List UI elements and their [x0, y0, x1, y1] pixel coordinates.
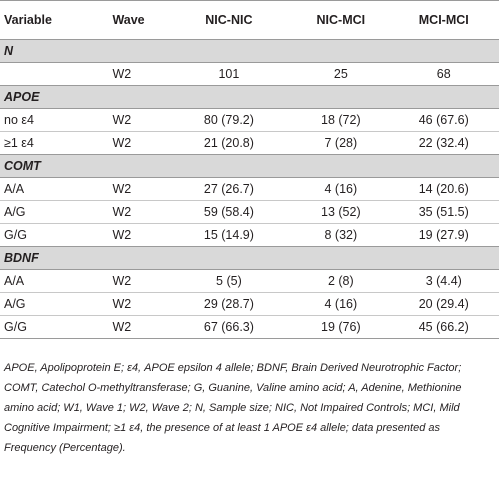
cell-nic-mci: 7 (28) [324, 136, 358, 150]
section-row-bdnf: BDNF [0, 246, 499, 270]
header-nic-mci: NIC-MCI [293, 0, 389, 40]
cell-wave: W2 [112, 269, 165, 293]
cell-nic-nic: 27 (26.7) [164, 177, 294, 201]
cell-mci-mci: 22 (32.4) [418, 136, 469, 150]
cell-nic-nic: 67 (66.3) [164, 315, 294, 339]
cell-mci-mci: 20 (29.4) [388, 292, 499, 316]
table-body: N W2 101 25 68 APOE no ε4 W2 80 (79.2) 1… [0, 39, 499, 339]
cell-nic-mci: 25 [333, 67, 348, 81]
cell-nic-nic: 15 (14.9) [203, 228, 254, 242]
cell-variable: A/G [0, 200, 113, 224]
cell-wave: W2 [112, 315, 165, 339]
cell-nic-nic: 80 (79.2) [164, 108, 294, 132]
cell-wave: W2 [112, 292, 165, 316]
section-row-apoe: APOE [0, 85, 499, 109]
table-row: G/G W2 15 (14.9) 8 (32) 19 (27.9) [0, 224, 499, 247]
cell-nic-mci: 4 (16) [293, 292, 389, 316]
table-row: A/G W2 59 (58.4) 13 (52) 35 (51.5) [0, 200, 499, 224]
cell-variable: G/G [0, 315, 113, 339]
cell-nic-nic: 21 (20.8) [203, 136, 254, 150]
cell-variable [0, 63, 112, 86]
cell-nic-nic: 29 (28.7) [164, 292, 294, 316]
cell-variable: G/G [4, 228, 27, 242]
cell-wave: W2 [112, 228, 132, 242]
table-footnote: APOE, Apolipoprotein E; ε4, APOE epsilon… [4, 362, 462, 454]
table-row: W2 101 25 68 [0, 63, 499, 86]
cell-wave: W2 [112, 177, 165, 201]
cell-mci-mci: 68 [436, 67, 451, 81]
cell-mci-mci: 45 (66.2) [388, 315, 499, 339]
section-title: BDNF [0, 246, 499, 270]
section-title: N [0, 39, 499, 63]
cell-wave: W2 [112, 108, 165, 132]
section-row-comt: COMT [0, 154, 499, 178]
table-row: no ε4 W2 80 (79.2) 18 (72) 46 (67.6) [0, 108, 499, 132]
table-row: A/A W2 5 (5) 2 (8) 3 (4.4) [0, 269, 499, 293]
cell-mci-mci: 14 (20.6) [388, 177, 499, 201]
cell-nic-mci: 13 (52) [293, 200, 389, 224]
table-row: A/A W2 27 (26.7) 4 (16) 14 (20.6) [0, 177, 499, 201]
cell-mci-mci: 46 (67.6) [388, 108, 499, 132]
cell-nic-mci: 18 (72) [293, 108, 389, 132]
section-row-n: N [0, 39, 499, 63]
cell-variable: ≥1 ε4 [4, 136, 34, 150]
cell-mci-mci: 35 (51.5) [388, 200, 499, 224]
cell-nic-mci: 4 (16) [293, 177, 389, 201]
table-row: A/G W2 29 (28.7) 4 (16) 20 (29.4) [0, 292, 499, 316]
cell-variable: A/G [0, 292, 113, 316]
section-title: COMT [0, 154, 499, 178]
cell-wave: W2 [112, 200, 165, 224]
header-row: Variable Wave NIC-NIC NIC-MCI MCI-MCI [0, 0, 499, 40]
cell-variable: A/A [0, 269, 113, 293]
header-mci-mci: MCI-MCI [388, 0, 499, 40]
cell-variable: A/A [0, 177, 113, 201]
cell-wave: W2 [112, 136, 132, 150]
table-row: G/G W2 67 (66.3) 19 (76) 45 (66.2) [0, 315, 499, 339]
cell-nic-mci: 8 (32) [324, 228, 358, 242]
table-row: ≥1 ε4 W2 21 (20.8) 7 (28) 22 (32.4) [0, 132, 499, 155]
cell-nic-mci: 19 (76) [293, 315, 389, 339]
table-header: Variable Wave NIC-NIC NIC-MCI MCI-MCI [0, 0, 499, 40]
cell-nic-nic: 101 [218, 67, 240, 81]
cell-variable: no ε4 [0, 108, 113, 132]
cell-mci-mci: 3 (4.4) [388, 269, 499, 293]
header-nic-nic: NIC-NIC [164, 0, 294, 40]
header-wave: Wave [112, 0, 165, 40]
cell-nic-nic: 59 (58.4) [164, 200, 294, 224]
cell-nic-nic: 5 (5) [164, 269, 294, 293]
cell-wave: W2 [112, 67, 132, 81]
cell-nic-mci: 2 (8) [293, 269, 389, 293]
cell-mci-mci: 19 (27.9) [418, 228, 469, 242]
section-title: APOE [0, 85, 499, 109]
genotype-table: Variable Wave NIC-NIC NIC-MCI MCI-MCI N … [0, 0, 499, 339]
header-variable: Variable [0, 0, 113, 40]
